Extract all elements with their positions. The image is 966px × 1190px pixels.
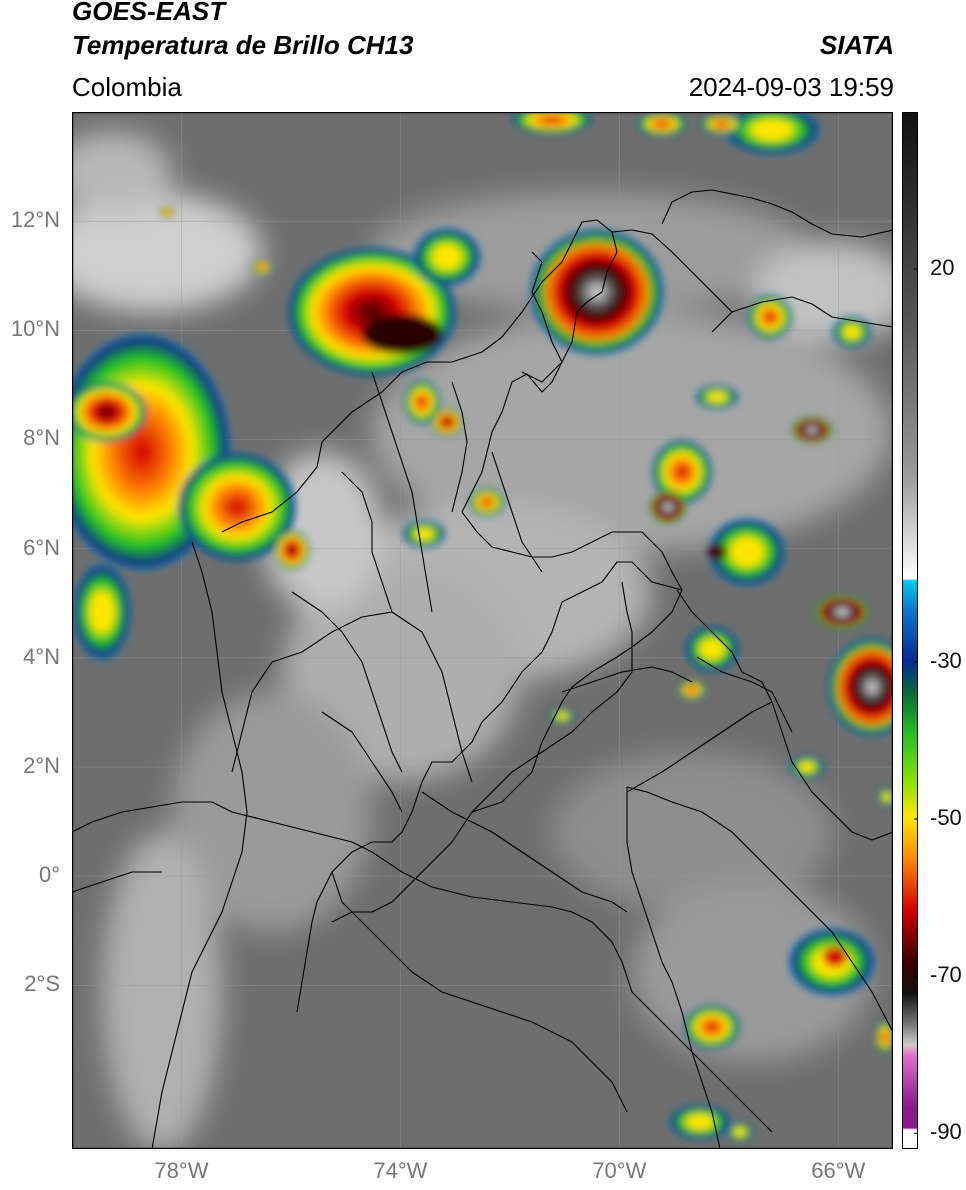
lat-tick-label: 10°N: [10, 316, 60, 342]
lat-tick-label: 6°N: [23, 534, 60, 560]
colorbar: [902, 112, 918, 1149]
satellite-title: GOES-EAST: [72, 0, 226, 26]
lat-tick-label: 0°: [38, 862, 60, 888]
cloud-texture: [72, 132, 893, 1149]
borders: [72, 189, 893, 1149]
datetime-label: 2024-09-03 19:59: [688, 72, 894, 102]
region-label: Colombia: [72, 72, 182, 102]
brand-label: SIATA: [819, 30, 894, 60]
colorbar-tick-label: -50: [930, 805, 962, 831]
lat-tick-label: 8°N: [23, 425, 60, 451]
colorbar-tick-label: -30: [930, 647, 962, 673]
lat-tick-label: 2°S: [24, 971, 60, 997]
lat-tick-label: 12°N: [10, 207, 60, 233]
map-frame: [72, 112, 893, 1149]
satellite-map[interactable]: [72, 112, 893, 1149]
lon-tick-label: 66°W: [811, 1158, 866, 1183]
product-title: Temperatura de Brillo CH13: [72, 30, 414, 60]
lon-tick-label: 70°W: [592, 1158, 647, 1183]
lat-tick-label: 2°N: [23, 752, 60, 778]
colorbar-tick-label: -70: [930, 962, 962, 988]
lon-tick-label: 74°W: [373, 1158, 428, 1183]
colorbar-tick-label: -90: [930, 1119, 962, 1145]
lon-tick-label: 78°W: [154, 1158, 209, 1183]
convective-storms: [72, 112, 893, 1142]
lat-tick-label: 4°N: [23, 643, 60, 669]
colorbar-tick-label: 20: [930, 255, 955, 281]
